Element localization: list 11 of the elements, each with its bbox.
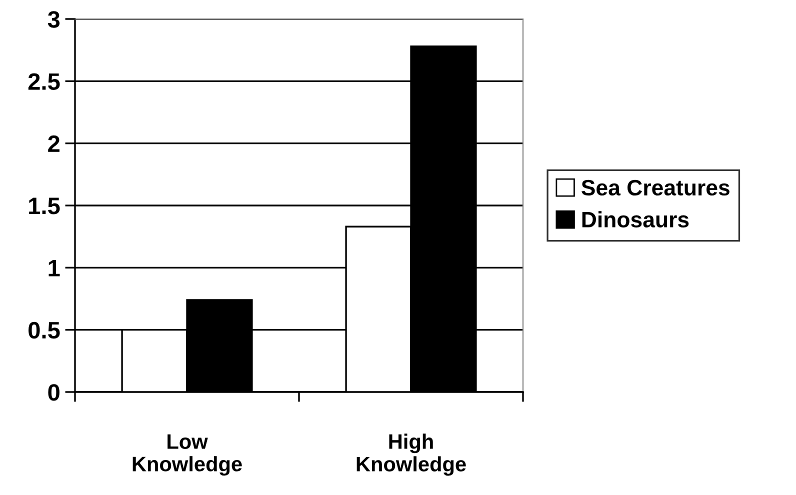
x-tick-label: Low Knowledge	[132, 434, 242, 476]
legend-label: Dinosaurs	[582, 211, 689, 228]
y-tick-label: 0	[48, 384, 60, 401]
legend-label: Sea Creatures	[582, 180, 730, 196]
y-tick-label: 1	[48, 260, 60, 276]
y-tick-label: 2	[48, 135, 60, 152]
y-tick-label: 0.5	[28, 322, 60, 339]
x-tick-label: High Knowledge	[356, 434, 466, 476]
y-tick-label: 3	[48, 11, 60, 28]
y-tick-label: 1.5	[29, 198, 60, 214]
y-tick-label: 2.5	[28, 73, 60, 90]
